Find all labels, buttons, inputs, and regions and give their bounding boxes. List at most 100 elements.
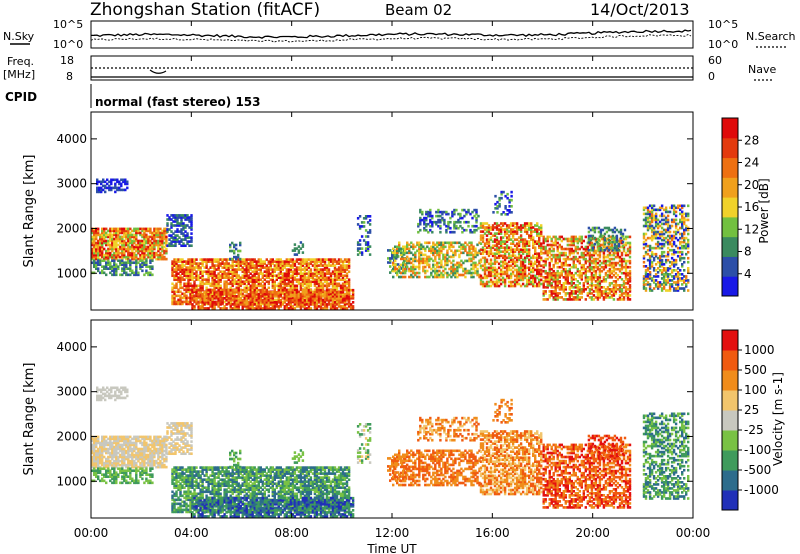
heatmap-cell: [536, 256, 539, 260]
heatmap-cell: [456, 271, 459, 275]
heatmap-cell: [177, 268, 180, 271]
heatmap-cell: [418, 247, 421, 251]
heatmap-cell: [209, 298, 212, 302]
heatmap-cell: [245, 291, 248, 294]
heatmap-cell: [295, 284, 299, 288]
heatmap-cell: [396, 267, 399, 271]
heatmap-cell: [542, 286, 545, 289]
heatmap-cell: [289, 274, 293, 278]
heatmap-cell: [504, 194, 507, 198]
heatmap-cell: [261, 276, 265, 280]
heatmap-cell: [105, 261, 108, 265]
heatmap-cell: [172, 224, 175, 227]
heatmap-cell: [402, 269, 405, 273]
heatmap-cell: [249, 295, 252, 298]
heatmap-cell: [548, 235, 551, 239]
heatmap-cell: [97, 259, 100, 263]
heatmap-cell: [600, 265, 604, 269]
heatmap-cell: [277, 291, 281, 294]
heatmap-cell: [362, 239, 366, 242]
heatmap-cell: [159, 227, 162, 231]
heatmap-cell: [584, 276, 588, 279]
heatmap-cell: [116, 180, 119, 184]
heatmap-cell: [528, 272, 531, 276]
heatmap-cell: [251, 258, 254, 261]
heatmap-cell: [193, 272, 196, 276]
heatmap-cell: [183, 292, 186, 296]
heatmap-cell: [440, 247, 443, 251]
heatmap-cell: [475, 208, 478, 212]
heatmap-cell: [103, 259, 106, 263]
heatmap-cell: [201, 307, 204, 310]
heatmap-cell: [197, 268, 200, 271]
heatmap-cell: [562, 284, 566, 287]
heatmap-cell: [439, 220, 442, 224]
heatmap-cell: [552, 247, 555, 251]
heatmap-cell: [356, 217, 360, 220]
heatmap-cell: [143, 245, 146, 249]
heatmap-cell: [521, 276, 525, 280]
heatmap-cell: [598, 292, 602, 295]
heatmap-cell: [101, 239, 104, 243]
heatmap-cell: [600, 261, 604, 265]
heatmap-cell: [155, 241, 158, 245]
heatmap-cell: [303, 299, 307, 302]
heatmap-cell: [483, 270, 487, 274]
heatmap-cell: [100, 186, 103, 190]
heatmap-cell: [479, 280, 483, 284]
heatmap-cell: [580, 265, 584, 269]
heatmap-cell: [418, 261, 421, 265]
heatmap-cell: [281, 272, 285, 276]
heatmap-cell: [458, 263, 461, 267]
heatmap-cell: [257, 262, 261, 265]
heatmap-cell: [271, 258, 275, 261]
heatmap-cell: [131, 245, 134, 249]
heatmap-cell: [588, 259, 592, 263]
heatmap-cell: [426, 255, 429, 259]
heatmap-cell: [301, 268, 305, 271]
heatmap-cell: [195, 284, 198, 288]
heatmap-cell: [580, 251, 584, 255]
heatmap-cell: [513, 248, 517, 252]
heatmap-cell: [536, 240, 539, 243]
heatmap-cell: [513, 232, 517, 235]
heatmap-cell: [225, 280, 228, 284]
heatmap-cell: [277, 284, 281, 288]
heatmap-cell: [444, 245, 447, 249]
heatmap-cell: [538, 256, 541, 260]
heatmap-cell: [247, 264, 250, 267]
heatmap-cell: [548, 247, 551, 251]
heatmap-cell: [572, 241, 576, 245]
heatmap-cell: [219, 297, 222, 300]
heatmap-cell: [418, 259, 421, 263]
heatmap-cell: [285, 282, 289, 286]
heatmap-cell: [584, 259, 588, 263]
heatmap-cell: [313, 262, 317, 265]
heatmap-cell: [99, 271, 102, 275]
heatmap-cell: [251, 276, 254, 280]
heatmap-cell: [461, 230, 464, 234]
heatmap-cell: [299, 282, 303, 286]
heatmap-cell: [588, 267, 592, 271]
heatmap-cell: [562, 251, 566, 255]
heatmap-cell: [572, 286, 576, 289]
heatmap-cell: [311, 276, 315, 280]
heatmap-cell: [159, 231, 162, 235]
heatmap-cell: [119, 241, 122, 245]
heatmap-cell: [289, 282, 293, 286]
heatmap-cell: [422, 267, 425, 271]
heatmap-cell: [187, 302, 190, 306]
heatmap-cell: [116, 188, 119, 192]
heatmap-cell: [562, 247, 566, 251]
heatmap-cell: [199, 288, 202, 292]
heatmap-cell: [560, 263, 564, 267]
heatmap-cell: [505, 262, 509, 266]
heatmap-cell: [182, 224, 185, 227]
heatmap-cell: [343, 295, 347, 298]
heatmap-cell: [168, 238, 171, 241]
heatmap-cell: [410, 265, 413, 269]
heatmap-cell: [133, 229, 136, 233]
heatmap-cell: [102, 184, 105, 188]
heatmap-cell: [505, 248, 509, 252]
heatmap-cell: [417, 230, 420, 234]
